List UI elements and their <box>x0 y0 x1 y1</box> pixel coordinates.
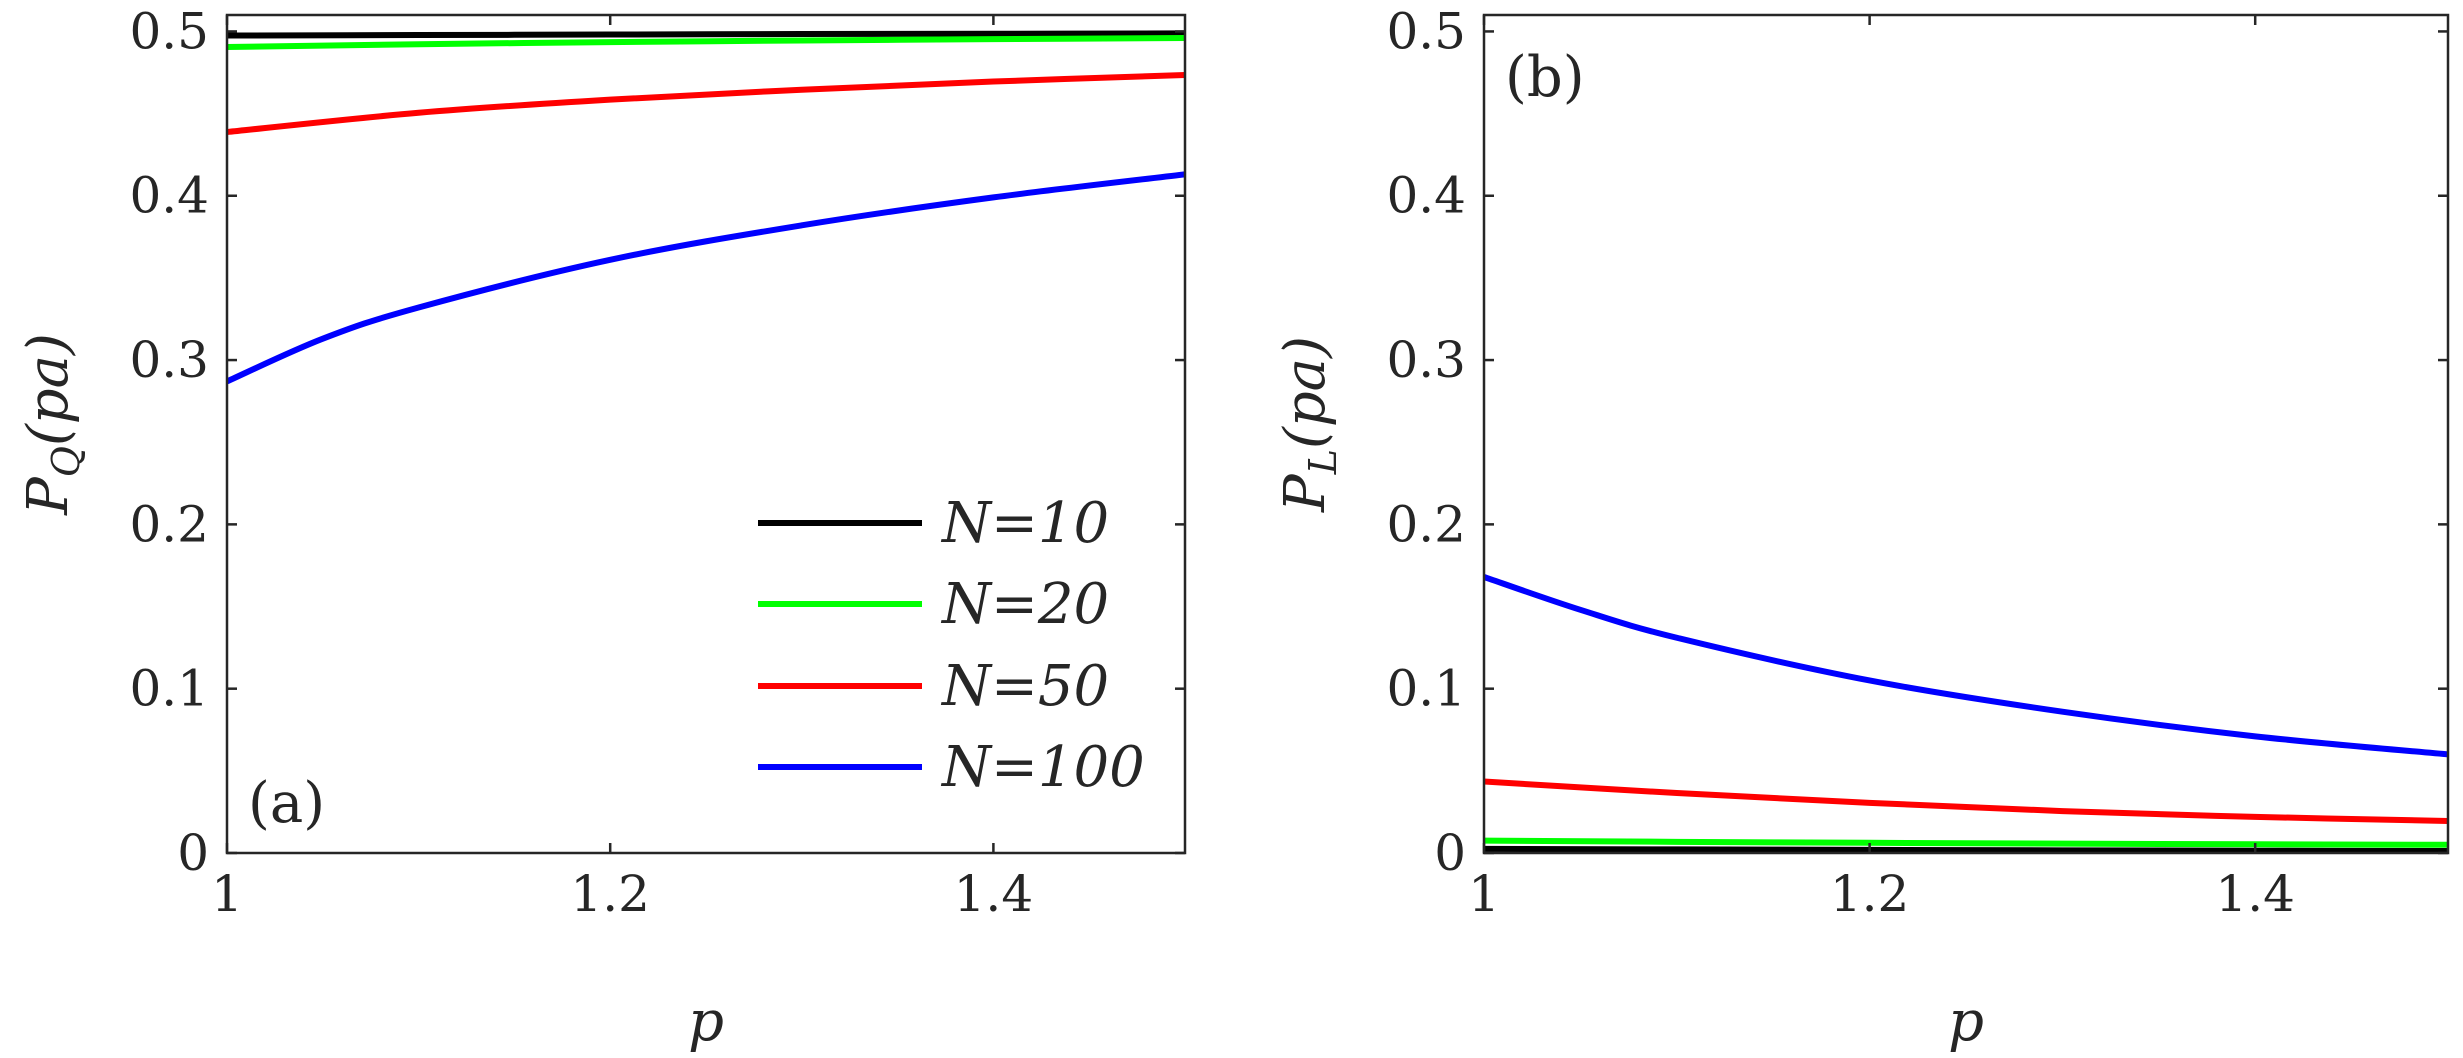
y-tick-label: 0.1 <box>129 660 209 718</box>
x-tick-label: 1.2 <box>1830 865 1910 923</box>
series-line-n-100 <box>227 171 1185 385</box>
y-tick-label: 0.4 <box>129 167 209 225</box>
x-tick-label: 1 <box>211 865 243 923</box>
legend-label: N=20 <box>940 572 1109 637</box>
series-line-n-50 <box>1484 778 2448 824</box>
legend-label: N=10 <box>940 491 1109 556</box>
x-tick-label: 1.4 <box>954 865 1034 923</box>
panel-label: (a) <box>248 771 325 836</box>
x-axis-label: p <box>1948 989 1984 1054</box>
series-line-n-50 <box>227 71 1185 135</box>
y-axis-label: PQ(pa) <box>16 333 88 516</box>
series-line-n-10 <box>227 30 1185 39</box>
x-tick-label: 1 <box>1468 865 1500 923</box>
y-tick-label: 0.3 <box>1386 331 1466 389</box>
x-tick-label: 1.4 <box>2215 865 2295 923</box>
series-group <box>227 30 1185 385</box>
panel-b: 1 1.2 1.4 0 0.1 0.2 0.3 0.4 0.5 p PL(pa) (b) <box>1273 2 2450 1054</box>
axes-box <box>225 13 1187 855</box>
series-group <box>1484 574 2448 853</box>
series-line-n-100 <box>1484 574 2448 758</box>
y-tick-label: 0 <box>1434 824 1466 882</box>
y-tick-label: 0.5 <box>129 2 209 60</box>
series-line-n-20 <box>1484 837 2448 848</box>
axes-box <box>1482 13 2450 855</box>
y-tick-label: 0 <box>177 824 209 882</box>
series-line-n-10 <box>1484 845 2448 853</box>
y-tick-label: 0.3 <box>129 331 209 389</box>
y-tick-label: 0.4 <box>1386 167 1466 225</box>
y-tick-label: 0.5 <box>1386 2 1466 60</box>
legend-label: N=100 <box>940 735 1145 800</box>
panel-a: 1 1.2 1.4 0 0.1 0.2 0.3 0.4 0.5 p PQ(pa) (a) N=10 N=2… <box>16 2 1187 1054</box>
y-tick-label: 0.2 <box>129 495 209 553</box>
y-tick-label: 0.2 <box>1386 495 1466 553</box>
y-tick-label: 0.1 <box>1386 660 1466 718</box>
x-tick-label: 1.2 <box>570 865 650 923</box>
x-axis-label: p <box>688 989 724 1054</box>
series-line-n-20 <box>227 35 1185 51</box>
legend-label: N=50 <box>940 654 1109 719</box>
legend: N=10 N=20 N=50 N=100 <box>758 491 1145 800</box>
y-axis-label: PL(pa) <box>1273 336 1345 513</box>
panel-label: (b) <box>1505 45 1585 110</box>
